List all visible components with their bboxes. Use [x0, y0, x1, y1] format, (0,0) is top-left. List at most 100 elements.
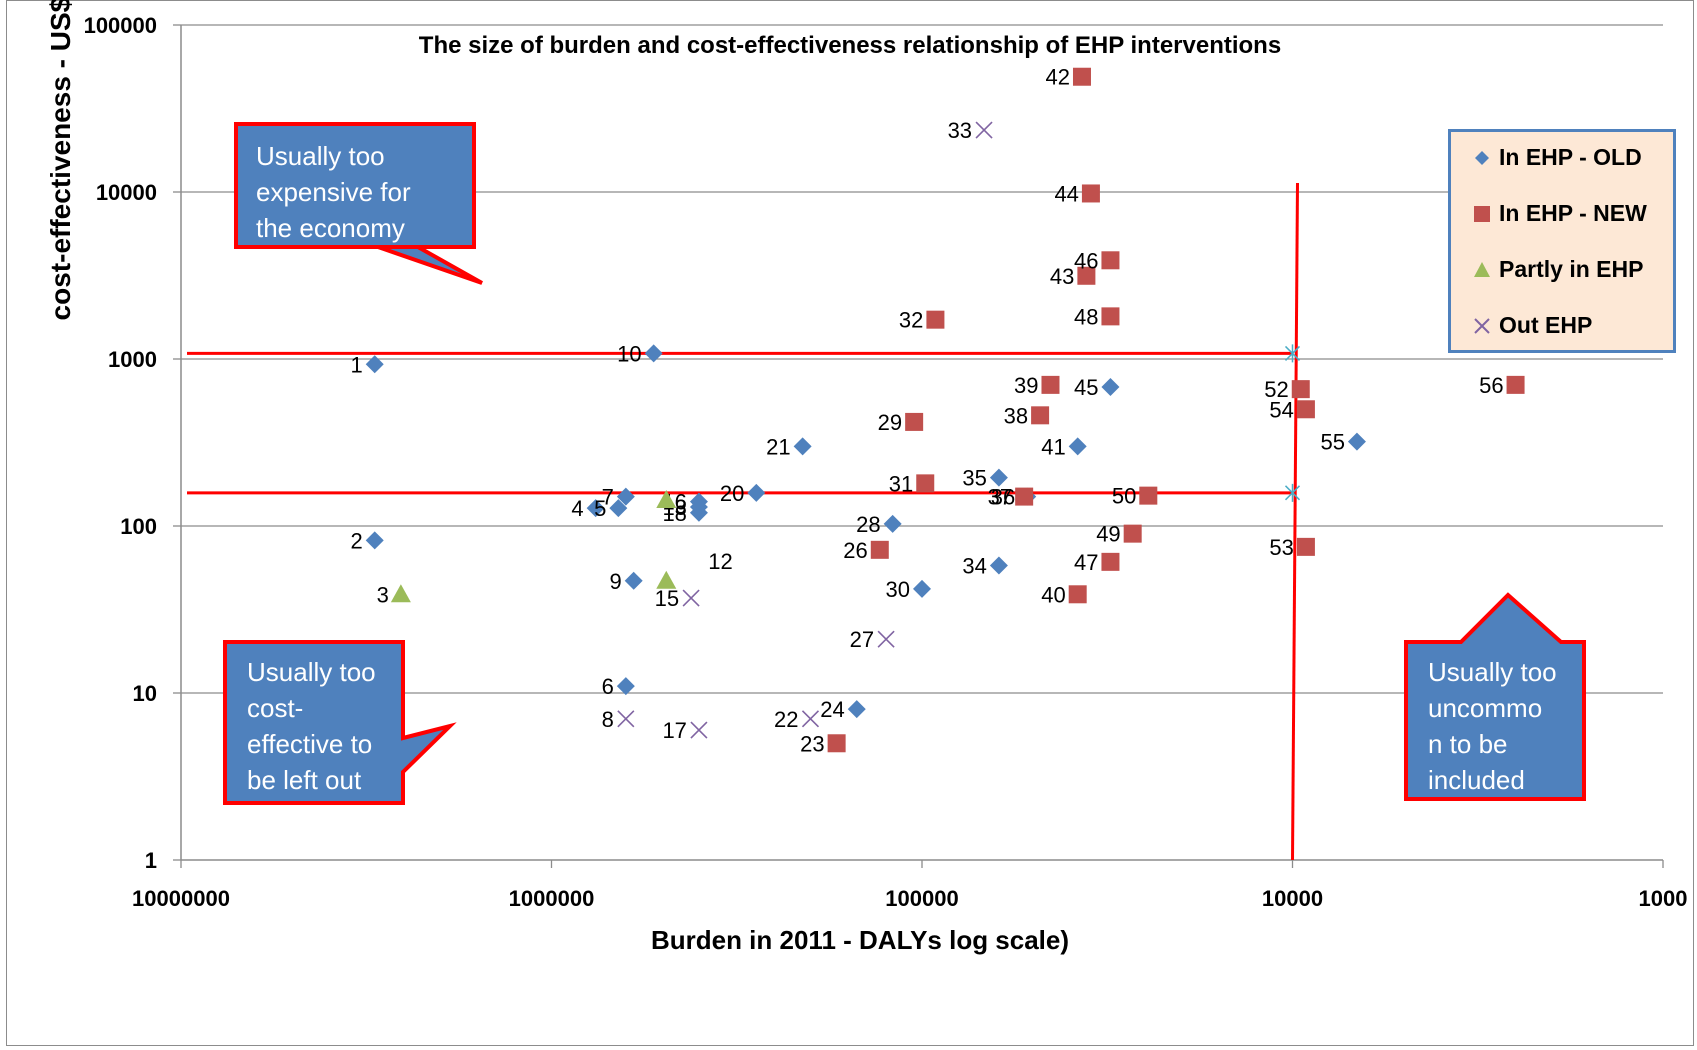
data-label: 9 [609, 569, 621, 594]
data-label: 7 [602, 485, 614, 510]
data-point-square [1296, 400, 1315, 419]
legend-label-new: In EHP - NEW [1499, 200, 1647, 226]
triangle-icon [1474, 261, 1490, 277]
data-point-diamond [616, 487, 635, 506]
data-label: 49 [1096, 522, 1120, 547]
data-label: 12 [708, 549, 732, 574]
legend-item-new: In EHP - NEW [1471, 200, 1647, 227]
data-label: 22 [774, 707, 798, 732]
data-label: 40 [1041, 582, 1065, 607]
data-label: 4 [571, 496, 583, 521]
data-point-diamond [793, 437, 812, 456]
y-tick-label: 1 [145, 848, 157, 873]
x-tick-label: 100000 [885, 886, 958, 911]
data-point-square [926, 310, 945, 329]
chart-title: The size of burden and cost-effectivenes… [418, 32, 1282, 59]
data-label: 43 [1050, 264, 1074, 289]
data-point-square [827, 734, 846, 753]
callout-top-left [234, 122, 483, 285]
data-label: 3 [377, 582, 389, 607]
data-point-diamond [616, 677, 635, 696]
callout-text-bottom-right: uncommo [1428, 693, 1542, 723]
data-label: 1 [350, 352, 362, 377]
data-point-diamond [624, 571, 643, 590]
x-tick-label: 1000000 [509, 886, 595, 911]
data-point-x [801, 710, 820, 728]
legend-label-old: In EHP - OLD [1499, 144, 1642, 170]
callout-text-bottom-left: effective to [247, 729, 372, 759]
data-point-square [1031, 406, 1050, 425]
data-label: 37 [988, 485, 1012, 510]
x-tick-label: 10000000 [132, 886, 230, 911]
data-label: 21 [766, 434, 790, 459]
diamond-icon [1475, 150, 1489, 165]
data-label: 8 [602, 707, 614, 732]
y-tick-label: 10000 [96, 180, 157, 205]
data-label: 10 [617, 341, 641, 366]
data-point-square [1101, 251, 1120, 270]
y-axis-title: cost-effectiveness - US$/DALY (log scale… [45, 0, 76, 321]
data-point-diamond [847, 700, 866, 719]
data-label: 47 [1074, 550, 1098, 575]
data-point-x [690, 721, 708, 739]
data-point-diamond [989, 468, 1008, 487]
data-point-square [1015, 487, 1034, 506]
data-point-square [916, 474, 935, 493]
data-point-triangle [390, 584, 411, 603]
legend-label-out: Out EHP [1499, 312, 1593, 338]
legend-label-partly: Partly in EHP [1499, 256, 1644, 282]
y-tick-label: 100000 [84, 13, 157, 38]
intersection-marker [1284, 344, 1301, 363]
callout-text-top-left: Usually too [256, 141, 385, 171]
data-label: 20 [720, 481, 744, 506]
callout-text-bottom-right: Usually too [1428, 657, 1557, 687]
callout-text-bottom-right: included [1428, 765, 1525, 795]
legend-item-old: In EHP - OLD [1471, 144, 1642, 171]
data-point-square [1072, 67, 1091, 86]
data-point-square [1123, 524, 1142, 543]
data-label: 38 [1004, 403, 1028, 428]
data-label: 31 [889, 471, 913, 496]
square-icon [1474, 205, 1490, 222]
data-label: 28 [856, 512, 880, 537]
callout-text-bottom-right: n to be [1428, 729, 1508, 759]
data-label: 26 [843, 538, 867, 563]
data-label: 55 [1320, 430, 1344, 455]
legend: In EHP - OLD In EHP - NEW Partly in EHP … [1448, 129, 1676, 353]
callout-bottom-left [223, 640, 457, 805]
data-label: 35 [962, 466, 986, 491]
data-point-diamond [1101, 377, 1120, 396]
data-point-square [1291, 380, 1310, 399]
data-label: 2 [350, 528, 362, 553]
reference-line-vertical [1291, 182, 1299, 861]
data-label: 5 [594, 496, 606, 521]
y-tick-label: 100 [120, 514, 157, 539]
data-point-diamond [883, 514, 902, 533]
data-point-diamond [609, 499, 628, 518]
data-point-x [877, 630, 895, 648]
legend-item-partly: Partly in EHP [1471, 256, 1643, 283]
data-point-square [1506, 375, 1525, 394]
x-tick-label: 1000 [1639, 886, 1688, 911]
callout-text-bottom-left: be left out [247, 765, 362, 795]
data-label: 41 [1041, 434, 1065, 459]
legend-item-out: Out EHP [1471, 312, 1592, 339]
data-point-x [617, 710, 635, 728]
data-label: 27 [850, 627, 874, 652]
data-point-triangle [656, 570, 677, 589]
data-point-square [1081, 184, 1100, 203]
y-tick-label: 10 [133, 681, 157, 706]
data-label: 53 [1269, 535, 1293, 560]
data-label: 39 [1014, 373, 1038, 398]
data-label: 46 [1074, 248, 1098, 273]
data-point-diamond [913, 579, 931, 598]
data-label: 32 [899, 308, 923, 333]
data-point-square [905, 412, 924, 431]
data-point-square [1139, 486, 1158, 505]
data-label: 54 [1269, 397, 1293, 422]
callout-bottom-right [1404, 592, 1586, 801]
data-label: 17 [662, 718, 686, 743]
data-label: 50 [1112, 484, 1136, 509]
data-point-square [1041, 375, 1060, 394]
